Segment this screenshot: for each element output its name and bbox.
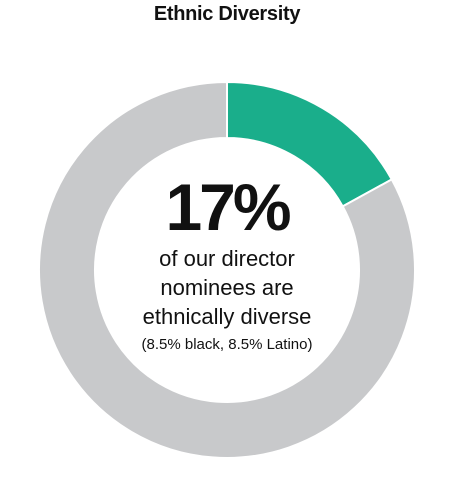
center-description-line-1: of our director (159, 246, 295, 271)
donut-slice-1 (38, 80, 416, 459)
center-description-line-2: nominees are (160, 275, 294, 300)
chart-title: Ethnic Diversity (153, 3, 301, 25)
donut-slices (38, 80, 416, 459)
center-description-line-3: ethnically diverse (142, 304, 312, 329)
center-label: 17% of our director nominees are ethnica… (100, 170, 354, 356)
center-percentage: 17% (165, 170, 291, 244)
center-detail: (8.5% black, 8.5% Latino) (141, 336, 313, 353)
